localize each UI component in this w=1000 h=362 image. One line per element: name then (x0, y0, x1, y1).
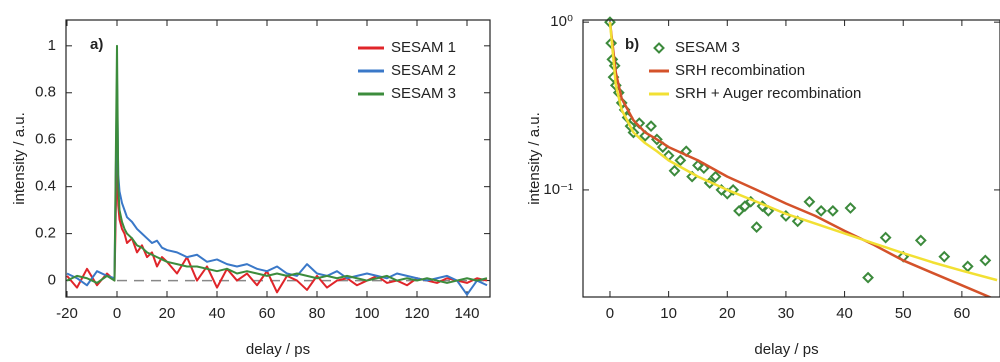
marker (803, 195, 816, 208)
series-line (66, 150, 488, 294)
x-tick-label: 60 (259, 305, 276, 322)
marker (938, 250, 951, 263)
series-line (608, 22, 998, 282)
x-axis-label: delay / ps (246, 341, 310, 358)
marker (914, 234, 927, 247)
series-line (66, 44, 488, 284)
series-line (608, 22, 993, 297)
legend-label: SESAM 1 (391, 39, 456, 56)
x-tick-label: 60 (954, 305, 971, 322)
marker (750, 221, 763, 234)
x-tick-label: 40 (836, 305, 853, 322)
panel-label: a) (90, 36, 103, 53)
y-axis-label: intensity / a.u. (11, 112, 28, 205)
x-tick-label: 10 (660, 305, 677, 322)
x-axis-label: delay / ps (754, 341, 818, 358)
y-tick-label: 10⁰ (550, 13, 573, 30)
x-tick-label: 20 (719, 305, 736, 322)
x-tick-label: 0 (606, 305, 614, 322)
legend-label: SRH recombination (675, 62, 805, 79)
marker (762, 204, 775, 217)
y-tick-label: 0.2 (35, 225, 56, 242)
series-line (66, 80, 488, 296)
x-tick-label: 100 (354, 305, 379, 322)
y-tick-label: 0.8 (35, 84, 56, 101)
marker (862, 271, 874, 284)
panel-label: b) (625, 36, 639, 53)
x-tick-label: 30 (778, 305, 795, 322)
x-tick-label: 120 (404, 305, 429, 322)
legend-label: SESAM 3 (675, 39, 740, 56)
marker (815, 204, 828, 217)
marker (727, 184, 740, 196)
marker (879, 231, 892, 244)
y-tick-label: 0.4 (35, 178, 56, 195)
marker (645, 120, 657, 133)
x-tick-label: 80 (309, 305, 326, 322)
marker (674, 154, 687, 167)
legend-label: SESAM 2 (391, 62, 456, 79)
y-tick-label: 1 (48, 37, 56, 54)
y-tick-label: 10⁻¹ (543, 181, 573, 198)
marker (979, 254, 992, 267)
marker (733, 204, 745, 217)
y-axis-label: intensity / a.u. (526, 112, 543, 205)
marker (668, 164, 681, 177)
x-tick-label: -20 (56, 305, 78, 322)
marker (961, 260, 974, 273)
x-tick-label: 140 (454, 305, 479, 322)
marker (692, 159, 704, 172)
y-tick-label: 0.6 (35, 131, 56, 148)
marker (826, 204, 839, 217)
x-tick-label: 0 (113, 305, 121, 322)
marker (709, 170, 722, 183)
y-tick-label: 0 (48, 272, 56, 289)
legend-label: SRH + Auger recombination (675, 85, 861, 102)
plot-frame (65, 19, 491, 298)
plot-frame (582, 19, 1000, 298)
x-tick-label: 40 (209, 305, 226, 322)
marker (844, 202, 857, 214)
x-tick-label: 20 (159, 305, 176, 322)
marker (627, 126, 640, 139)
x-tick-label: 50 (895, 305, 912, 322)
legend-label: SESAM 3 (391, 85, 456, 102)
legend-marker (653, 42, 665, 54)
